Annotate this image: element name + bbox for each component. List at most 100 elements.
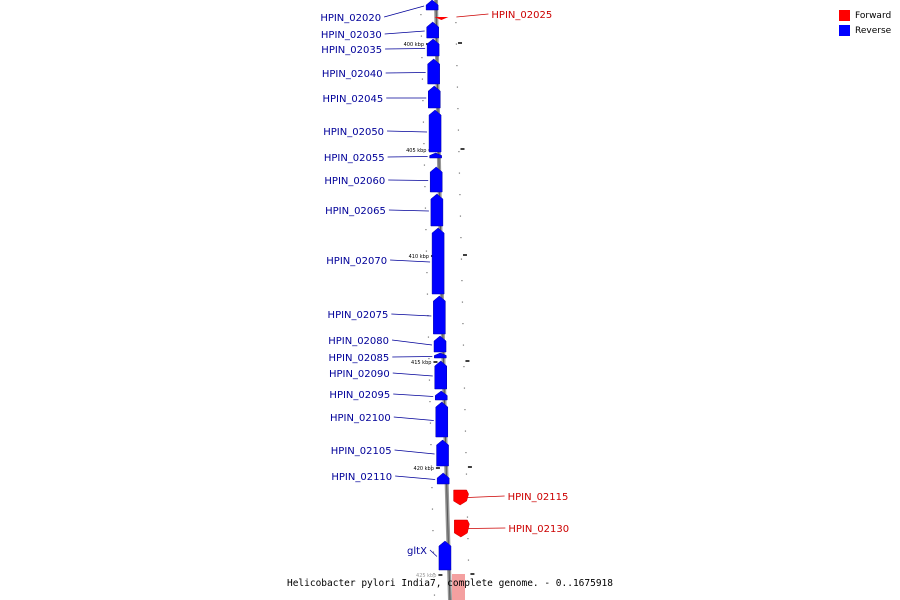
leader-line [456, 13, 489, 18]
gene-label-hpin_02130: HPIN_02130 [508, 524, 569, 535]
minor-tick [463, 387, 466, 389]
minor-tick [425, 229, 427, 231]
minor-tick [430, 444, 432, 446]
gene-features [425, 0, 470, 600]
minor-tick [425, 250, 428, 252]
minor-tick [421, 57, 423, 59]
minor-tick [465, 473, 468, 475]
minor-tick [455, 22, 457, 24]
minor-tick [432, 530, 434, 532]
gene-label-hpin_02025: HPIN_02025 [491, 10, 552, 21]
legend-forward: Forward [839, 10, 891, 21]
minor-tick [423, 143, 425, 145]
leader-line [388, 209, 429, 212]
gene-label-hpin_02070: HPIN_02070 [326, 256, 387, 267]
leader-line [387, 156, 428, 158]
leader-line [392, 356, 433, 358]
minor-tick [466, 516, 469, 518]
gene-hpin_02110 [436, 472, 450, 485]
scale-label: 400 kbp [404, 42, 424, 48]
minor-tick [455, 43, 458, 45]
leader-line [387, 130, 428, 133]
gene-label-hpin_02075: HPIN_02075 [328, 310, 389, 321]
minor-tick [420, 14, 422, 16]
minor-tick [456, 86, 459, 88]
minor-tick [426, 272, 428, 274]
legend-forward-swatch [839, 10, 850, 21]
legend-reverse: Reverse [839, 25, 891, 36]
legend-reverse-label: Reverse [855, 25, 892, 36]
scale-label: 405 kbp [406, 148, 426, 154]
gene-hpin_02130 [454, 519, 470, 538]
gene-label-hpin_02060: HPIN_02060 [324, 176, 385, 187]
gene-hpin_02060 [429, 166, 443, 193]
minor-tick [456, 65, 458, 67]
legend-forward-label: Forward [855, 10, 892, 21]
gene-label-hpin_02105: HPIN_02105 [331, 446, 392, 457]
gene-label-hpin_02110: HPIN_02110 [331, 472, 392, 483]
leader-line [385, 48, 426, 50]
gene-partial [452, 574, 465, 600]
leader-line [393, 416, 434, 421]
minor-tick [465, 452, 467, 454]
gene-hpin_02055 [429, 152, 442, 159]
minor-tick [429, 401, 431, 403]
leader-line [392, 372, 433, 377]
minor-tick [426, 293, 429, 295]
gene-label-hpin_02040: HPIN_02040 [322, 69, 383, 80]
leader-line [391, 313, 432, 317]
leader-line [384, 5, 425, 18]
minor-tick [424, 207, 427, 209]
gene-label-hpin_02090: HPIN_02090 [329, 369, 390, 380]
gene-label-hpin_02045: HPIN_02045 [322, 94, 383, 105]
minor-tick [422, 121, 425, 123]
gene-hpin_02080 [433, 335, 447, 353]
minor-tick [460, 258, 463, 260]
map-caption: Helicobacter pylori India7, complete gen… [286, 578, 613, 589]
scale-label: 410 kbp [409, 254, 429, 260]
minor-tick [427, 336, 430, 338]
minor-tick [459, 215, 462, 217]
gene-hpin_02020 [425, 0, 439, 11]
minor-tick [464, 430, 467, 432]
minor-tick [464, 409, 466, 411]
gene-label-hpin_02095: HPIN_02095 [329, 390, 390, 401]
gene-hpin_02085 [434, 352, 447, 359]
leader-line [385, 72, 426, 74]
minor-tick [429, 422, 432, 424]
gene-hpin_02115 [453, 489, 469, 506]
gene-label-hpin_02115: HPIN_02115 [508, 492, 569, 503]
gene-hpin_02095 [434, 390, 448, 401]
gene-hpin_02075 [433, 295, 446, 335]
minor-tick [422, 100, 424, 102]
gene-hpin_02040 [427, 58, 440, 85]
gene-label-hpin_02035: HPIN_02035 [321, 45, 382, 56]
minor-tick [462, 323, 464, 325]
leader-line [468, 527, 506, 529]
leader-line [388, 179, 429, 181]
minor-tick [431, 487, 433, 489]
minor-tick [432, 551, 435, 553]
gene-hpin_02070 [431, 227, 445, 295]
gene-gltx [438, 540, 452, 571]
gene-label-hpin_02065: HPIN_02065 [325, 206, 386, 217]
leader-line [429, 549, 438, 557]
minor-tick [457, 129, 460, 131]
leader-line [393, 393, 434, 397]
minor-tick [458, 172, 461, 174]
gene-label-hpin_02085: HPIN_02085 [328, 353, 389, 364]
gene-hpin_02065 [430, 193, 444, 227]
leader-line [394, 449, 435, 455]
minor-tick [468, 581, 470, 583]
scale-label: 425 kbp [416, 573, 436, 579]
leader-line [391, 339, 433, 346]
minor-tick [420, 35, 423, 37]
gene-label-hpin_02100: HPIN_02100 [330, 413, 391, 424]
leader-line [467, 495, 505, 498]
leader-line [395, 475, 436, 480]
tick-marks [420, 14, 470, 596]
minor-tick [459, 194, 461, 196]
minor-tick [461, 301, 464, 303]
scale-label: 415 kbp [411, 360, 431, 366]
